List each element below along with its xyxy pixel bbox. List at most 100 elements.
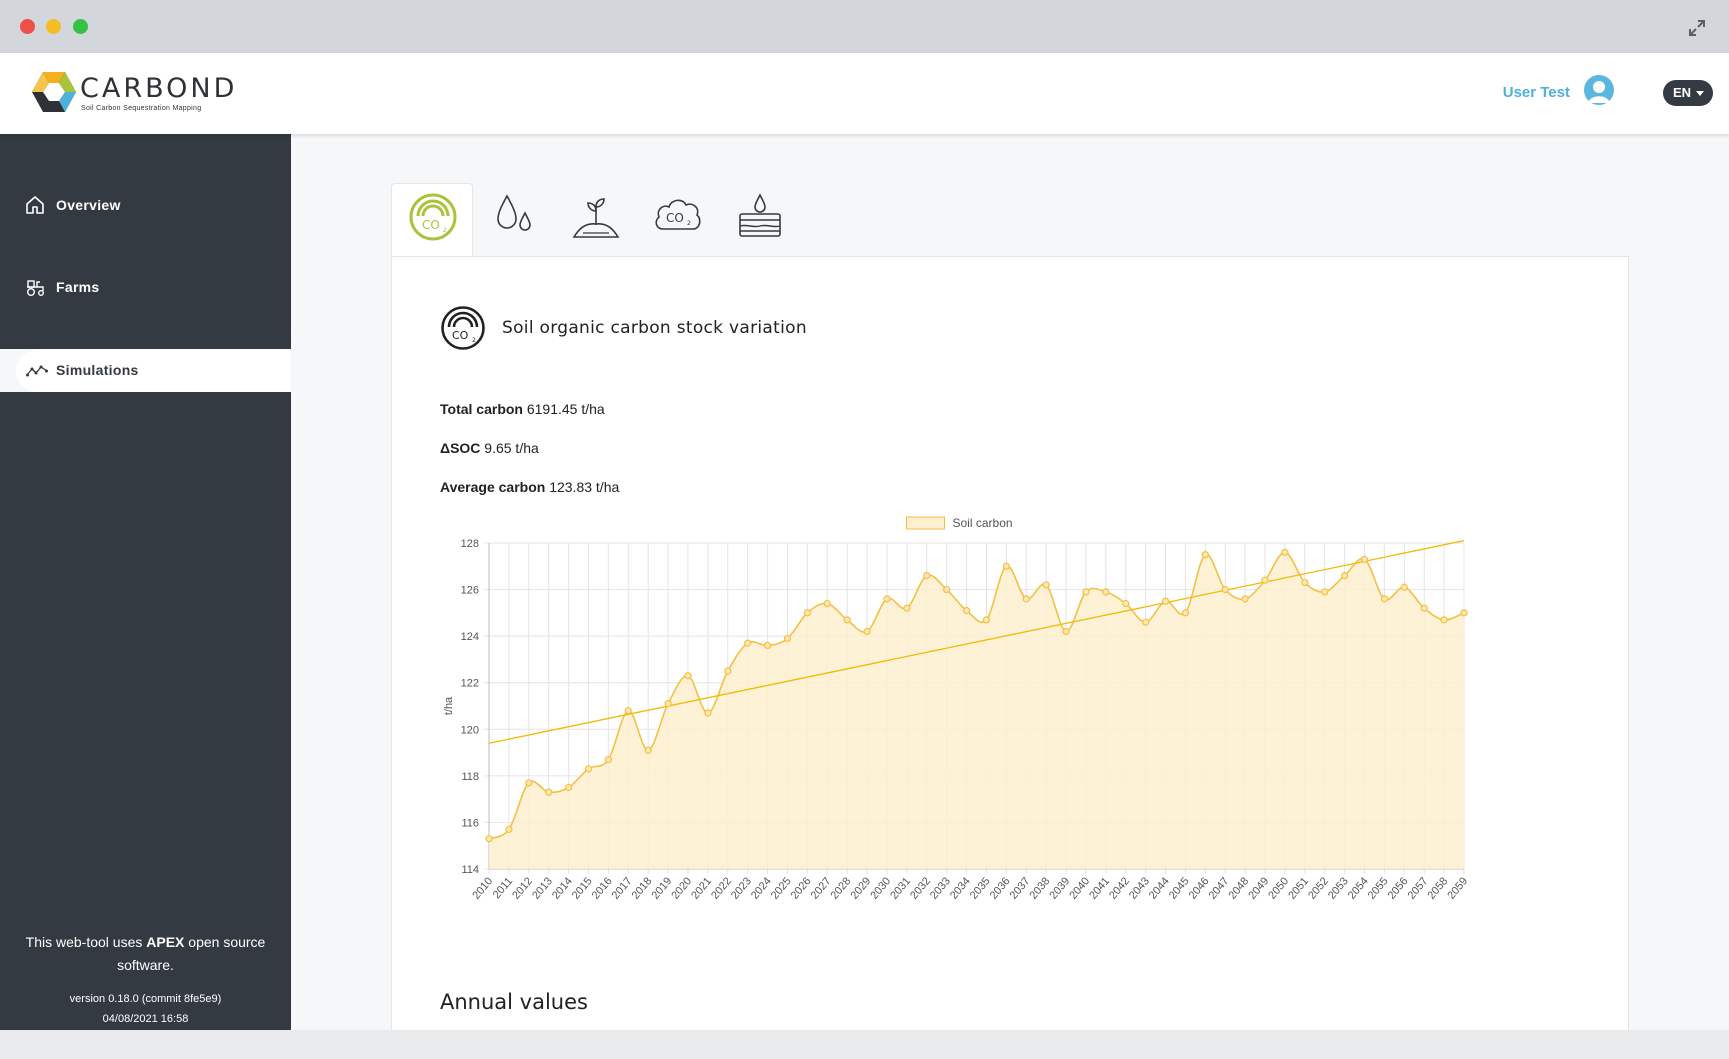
sidebar-nav-bottom: [0, 392, 291, 1030]
stat-value: 9.65 t/ha: [484, 440, 539, 456]
indicator-panel: CO 2 Soil organic carbon stock variation…: [391, 256, 1629, 1030]
y-tick-label: 116: [461, 817, 479, 829]
data-point: [1002, 562, 1010, 570]
x-tick-label: 2043: [1127, 875, 1152, 901]
x-tick-label: 2012: [510, 875, 535, 901]
tab-crop[interactable]: [555, 183, 637, 256]
x-tick-label: 2029: [848, 875, 873, 901]
close-window-button[interactable]: [20, 19, 35, 34]
x-tick-label: 2035: [968, 875, 993, 901]
x-tick-label: 2015: [570, 875, 595, 901]
x-tick-label: 2053: [1326, 875, 1351, 901]
x-tick-label: 2011: [491, 875, 515, 901]
sidebar: Overview Farms Simulations: [0, 134, 291, 1030]
data-point: [1440, 616, 1448, 624]
svg-text:2: 2: [687, 220, 691, 227]
data-point: [604, 755, 612, 764]
y-tick-label: 126: [461, 585, 479, 597]
data-point: [943, 585, 951, 594]
stat-delta-soc: ΔSOC 9.65 t/ha: [440, 440, 539, 456]
avatar[interactable]: [1584, 75, 1614, 105]
data-point: [1022, 595, 1030, 603]
svg-text:2: 2: [472, 337, 476, 344]
tractor-icon: [27, 280, 44, 296]
x-tick-label: 2017: [610, 875, 635, 901]
stat-label: ΔSOC: [440, 440, 481, 456]
data-point: [724, 667, 732, 675]
x-tick-label: 2047: [1207, 875, 1232, 901]
x-tick-label: 2039: [1047, 875, 1072, 901]
data-point: [923, 571, 931, 580]
sidebar-item-simulations[interactable]: Simulations: [16, 350, 291, 392]
data-point: [1082, 588, 1090, 596]
window-titlebar: [0, 0, 1729, 53]
x-tick-label: 2013: [530, 875, 555, 901]
sidebar-item-overview[interactable]: Overview: [24, 185, 121, 225]
data-point: [1122, 599, 1130, 608]
language-dropdown[interactable]: EN: [1663, 80, 1713, 106]
minimize-window-button[interactable]: [46, 19, 61, 34]
sidebar-item-farms[interactable]: Farms: [24, 267, 100, 307]
apex-credit: This web-tool uses APEX open source soft…: [0, 931, 291, 977]
x-tick-label: 2045: [1167, 875, 1192, 901]
x-tick-label: 2048: [1226, 875, 1251, 901]
water-layers-icon: [739, 193, 781, 237]
x-tick-label: 2038: [1028, 875, 1053, 901]
carbond-logo-icon[interactable]: [31, 70, 77, 114]
data-point: [1142, 618, 1150, 626]
tab-soil-carbon[interactable]: CO 2: [391, 183, 473, 257]
data-point: [883, 595, 891, 603]
data-point: [1181, 609, 1190, 617]
x-tick-label: 2037: [1008, 875, 1033, 901]
x-tick-label: 2040: [1067, 875, 1092, 901]
x-tick-label: 2057: [1406, 875, 1431, 901]
water-drops-icon: [497, 194, 531, 231]
app-header: CARBOND Soil Carbon Sequestration Mappin…: [0, 53, 1729, 134]
data-point: [624, 707, 632, 715]
home-icon: [26, 196, 44, 214]
tab-emissions[interactable]: CO 2: [637, 183, 719, 256]
series-area-soil-carbon: [489, 552, 1464, 869]
stat-label: Average carbon: [440, 479, 546, 495]
data-point: [664, 700, 672, 708]
x-tick-label: 2022: [709, 875, 734, 901]
maximize-window-button[interactable]: [73, 19, 88, 34]
y-tick-label: 124: [461, 631, 479, 643]
build-date: 04/08/2021 16:58: [102, 1013, 189, 1025]
x-tick-label: 2032: [908, 875, 933, 901]
soil-carbon-chart: 114 116 118 120 122 124 126 128 t/ha 201020112012…: [443, 516, 1470, 902]
user-name-link[interactable]: User Test: [1502, 84, 1570, 101]
data-point: [863, 627, 871, 636]
x-tick-label: 2056: [1386, 875, 1411, 901]
x-tick-label: 2016: [590, 875, 615, 901]
x-tick-label: 2058: [1425, 875, 1450, 901]
data-point: [803, 609, 811, 617]
x-tick-label: 2025: [769, 875, 794, 901]
data-point: [525, 779, 533, 787]
y-tick-label: 120: [461, 724, 479, 736]
svg-text:CO: CO: [666, 211, 684, 225]
stat-total-carbon: Total carbon 6191.45 t/ha: [440, 401, 605, 417]
x-tick-label: 2055: [1366, 875, 1391, 901]
brand-name: CARBOND: [80, 73, 238, 104]
data-point: [1321, 588, 1329, 596]
language-label: EN: [1673, 85, 1692, 100]
data-point: [783, 634, 792, 643]
x-tick-label: 2027: [809, 875, 834, 901]
data-point: [1380, 595, 1389, 603]
data-point: [962, 606, 971, 615]
tab-soil-water[interactable]: [719, 183, 801, 256]
x-tick-label: 2041: [1087, 875, 1112, 901]
data-point: [1420, 604, 1428, 612]
data-point: [1042, 581, 1050, 589]
expand-icon[interactable]: [1687, 18, 1707, 38]
tab-water[interactable]: [473, 183, 555, 256]
brand-tagline: Soil Carbon Sequestration Mapping: [81, 105, 202, 112]
data-point: [1360, 555, 1369, 563]
x-tick-label: 2024: [749, 875, 774, 901]
x-tick-label: 2049: [1246, 875, 1271, 901]
x-tick-label: 2031: [888, 875, 913, 901]
app-window: CARBOND Soil Carbon Sequestration Mappin…: [0, 0, 1729, 1030]
data-point: [545, 788, 553, 796]
data-point: [684, 672, 692, 680]
